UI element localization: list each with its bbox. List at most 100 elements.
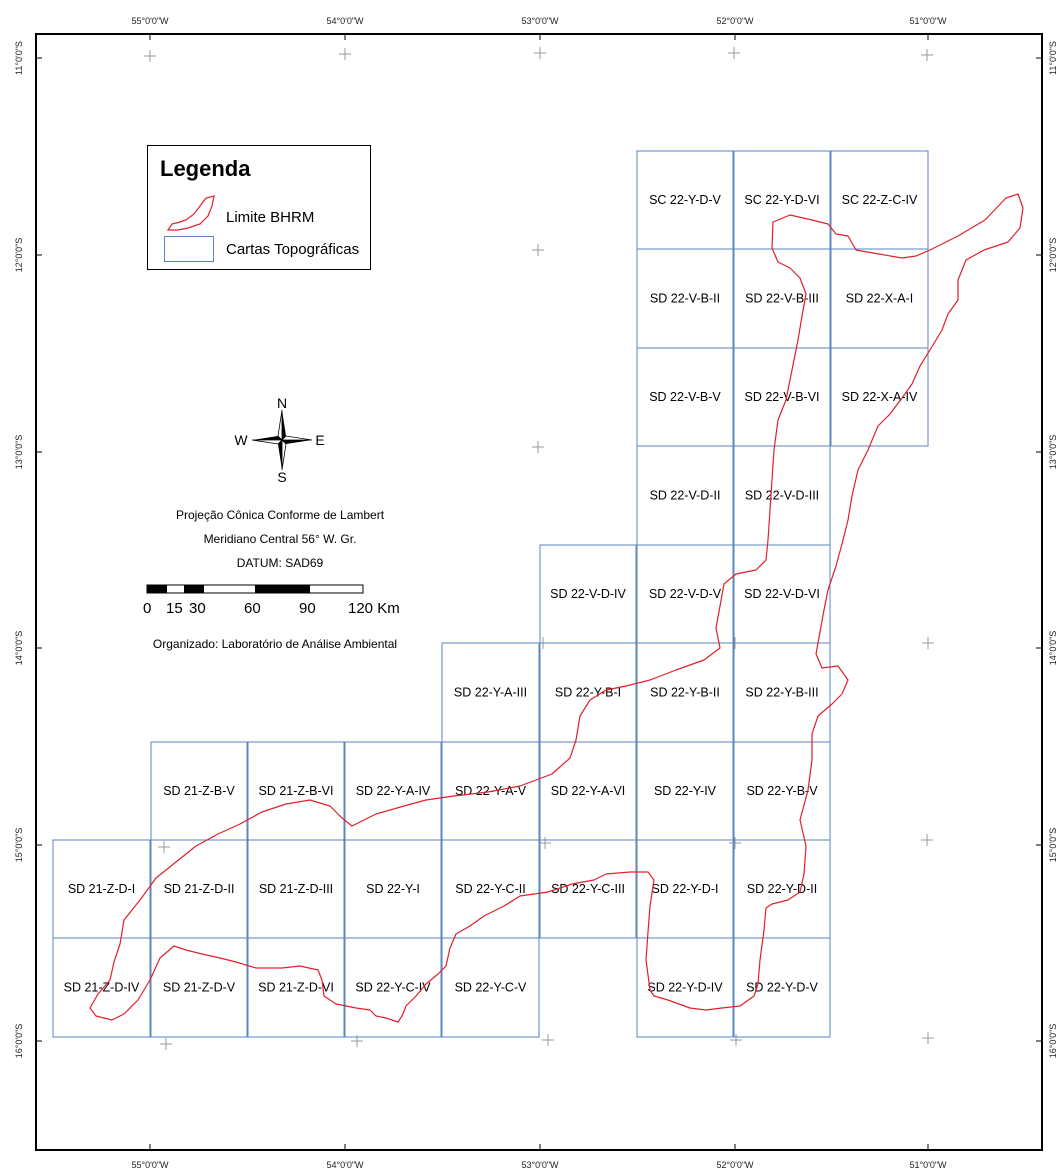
lon-label-top: 54°0'0"W (326, 16, 364, 26)
lat-label-left: 13°0'0"S (14, 435, 24, 470)
sheet-label: SD 22-Y-D-II (747, 882, 817, 896)
lat-label-left: 14°0'0"S (14, 631, 24, 666)
lon-label-bottom: 55°0'0"W (131, 1160, 169, 1170)
sheet-label: SD 21-Z-B-V (163, 784, 235, 798)
west-label: W (234, 432, 248, 448)
sheet-label: SD 22-Y-C-III (551, 882, 625, 896)
sheet-cell (441, 937, 540, 1038)
sheet-cell (344, 937, 442, 1038)
sheet-label: SD 22-V-B-III (745, 292, 819, 306)
sheet-label: SD 22-Y-C-V (455, 981, 527, 995)
topo-sheet-symbol-icon (164, 236, 216, 262)
lat-label-left: 12°0'0"S (14, 238, 24, 273)
lat-label-right: 13°0'0"S (1048, 435, 1058, 470)
sheet-label: SD 22-V-B-V (649, 390, 721, 404)
lat-label-right: 11°0'0"S (1048, 41, 1058, 75)
lon-label-bottom: 54°0'0"W (326, 1160, 364, 1170)
south-label: S (277, 469, 286, 482)
sheet-label: SD 22-Y-C-IV (355, 981, 431, 995)
sheet-label: SD 22-X-A-I (846, 292, 913, 306)
sheet-cell (52, 937, 151, 1038)
lat-label-left: 16°0'0"S (14, 1024, 24, 1059)
lon-label-bottom: 52°0'0"W (716, 1160, 754, 1170)
sheet-label: SD 22-V-B-II (650, 292, 720, 306)
frame-ticks (36, 34, 1042, 1150)
sheet-label: SD 21-Z-D-IV (64, 981, 140, 995)
lon-label-bottom: 53°0'0"W (521, 1160, 559, 1170)
sheet-label: SC 22-Z-C-IV (842, 193, 918, 207)
sheet-label: SD 22-Y-D-IV (647, 981, 723, 995)
sheet-label: SD 22-Y-B-V (746, 784, 818, 798)
legend: Legenda Limite BHRM Cartas Topográficas (147, 145, 371, 270)
sheet-label: SD 21-Z-D-III (259, 882, 333, 896)
lat-label-left: 11°0'0"S (14, 41, 24, 75)
sheet-label: SC 22-Y-D-V (649, 193, 721, 207)
sheet-label: SD 22-Y-A-III (454, 686, 527, 700)
sheet-label: SD 22-Y-D-V (746, 981, 818, 995)
sheet-label: SD 22-V-D-V (649, 587, 722, 601)
sheet-label: SD 22-V-D-III (745, 489, 819, 503)
lon-label-bottom: 51°0'0"W (909, 1160, 947, 1170)
sheet-cell (733, 937, 831, 1038)
sheet-cell (539, 839, 637, 939)
sheet-label: SD 22-Y-A-IV (356, 784, 431, 798)
lon-label-top: 55°0'0"W (131, 16, 169, 26)
sheet-label: SD 22-V-D-II (650, 489, 721, 503)
sheet-label: SD 22-Y-C-II (455, 882, 525, 896)
sheet-label: SD 22-Y-B-II (650, 686, 720, 700)
sheet-cell (636, 937, 734, 1038)
scale-label-90: 90 (299, 600, 316, 617)
sheet-label: SD 21-Z-D-II (164, 882, 235, 896)
meridian-text: Meridiano Central 56° W. Gr. (203, 532, 357, 546)
map-frame (35, 33, 1043, 1151)
scale-label-30: 30 (189, 600, 206, 617)
sheet-labels: SC 22-Y-D-V SC 22-Y-D-VI SC 22-Z-C-IV SD 22… (64, 193, 918, 995)
lat-label-right: 15°0'0"S (1048, 828, 1058, 863)
organized-text: Organizado: Laboratório de Análise Ambie… (152, 637, 398, 651)
scale-label-0: 0 (143, 600, 152, 617)
legend-title: Legenda (160, 156, 251, 181)
north-label: N (277, 396, 287, 411)
sheet-label: SD 22-Y-B-III (745, 686, 818, 700)
sheet-label: SD 22-Y-A-VI (551, 784, 626, 798)
sheet-label: SC 22-Y-D-VI (744, 193, 819, 207)
sheet-label: SD 22-V-D-IV (550, 587, 626, 601)
sheet-cell (830, 347, 929, 447)
sheet-label: SD 22-Y-IV (654, 784, 717, 798)
lat-label-right: 14°0'0"S (1048, 631, 1058, 666)
sheet-label: SD 22-Y-B-I (555, 686, 621, 700)
legend-label-basin: Limite BHRM (226, 208, 315, 226)
datum-text: DATUM: SAD69 (236, 556, 324, 570)
legend-item-topo: Cartas Topográficas (164, 236, 359, 262)
lon-label-top: 53°0'0"W (521, 16, 559, 26)
sheet-label: SD 21-Z-D-VI (258, 981, 334, 995)
east-label: E (315, 432, 324, 448)
sheet-cell (150, 937, 248, 1038)
sheet-label: SD 22-V-B-VI (744, 390, 819, 404)
topographic-sheet-grid (52, 150, 929, 1038)
legend-label-topo: Cartas Topográficas (226, 240, 360, 258)
north-arrow-icon: N S E W (234, 396, 324, 482)
sheet-label: SD 21-Z-B-VI (258, 784, 333, 798)
sheet-label: SD 21-Z-D-I (68, 882, 135, 896)
projection-text: Projeção Cônica Conforme de Lambert (175, 508, 385, 522)
sheet-cell (247, 937, 345, 1038)
scale-bar (146, 584, 364, 594)
scale-label-120: 120 Km (348, 600, 400, 617)
lat-label-right: 16°0'0"S (1048, 1024, 1058, 1059)
lat-label-left: 15°0'0"S (14, 828, 24, 863)
basin-boundary-symbol-icon (164, 195, 216, 232)
sheet-label: SD 22-Y-I (366, 882, 420, 896)
coordinate-labels: 55°0'0"W 55°0'0"W 54°0'0"W 54°0'0"W 53°0'0"W… (14, 16, 1058, 1170)
sheet-label: SD 22-X-A-IV (842, 390, 918, 404)
sheet-label: SD 22-Y-D-I (652, 882, 719, 896)
lat-label-right: 12°0'0"S (1048, 238, 1058, 273)
scale-label-15: 15 (166, 600, 183, 617)
sheet-label: SD 22-V-D-VI (744, 587, 820, 601)
legend-item-basin: Limite BHRM (164, 195, 315, 232)
lon-label-top: 52°0'0"W (716, 16, 754, 26)
lon-label-top: 51°0'0"W (909, 16, 947, 26)
scale-label-60: 60 (244, 600, 261, 617)
basin-boundary (89, 193, 1024, 1023)
